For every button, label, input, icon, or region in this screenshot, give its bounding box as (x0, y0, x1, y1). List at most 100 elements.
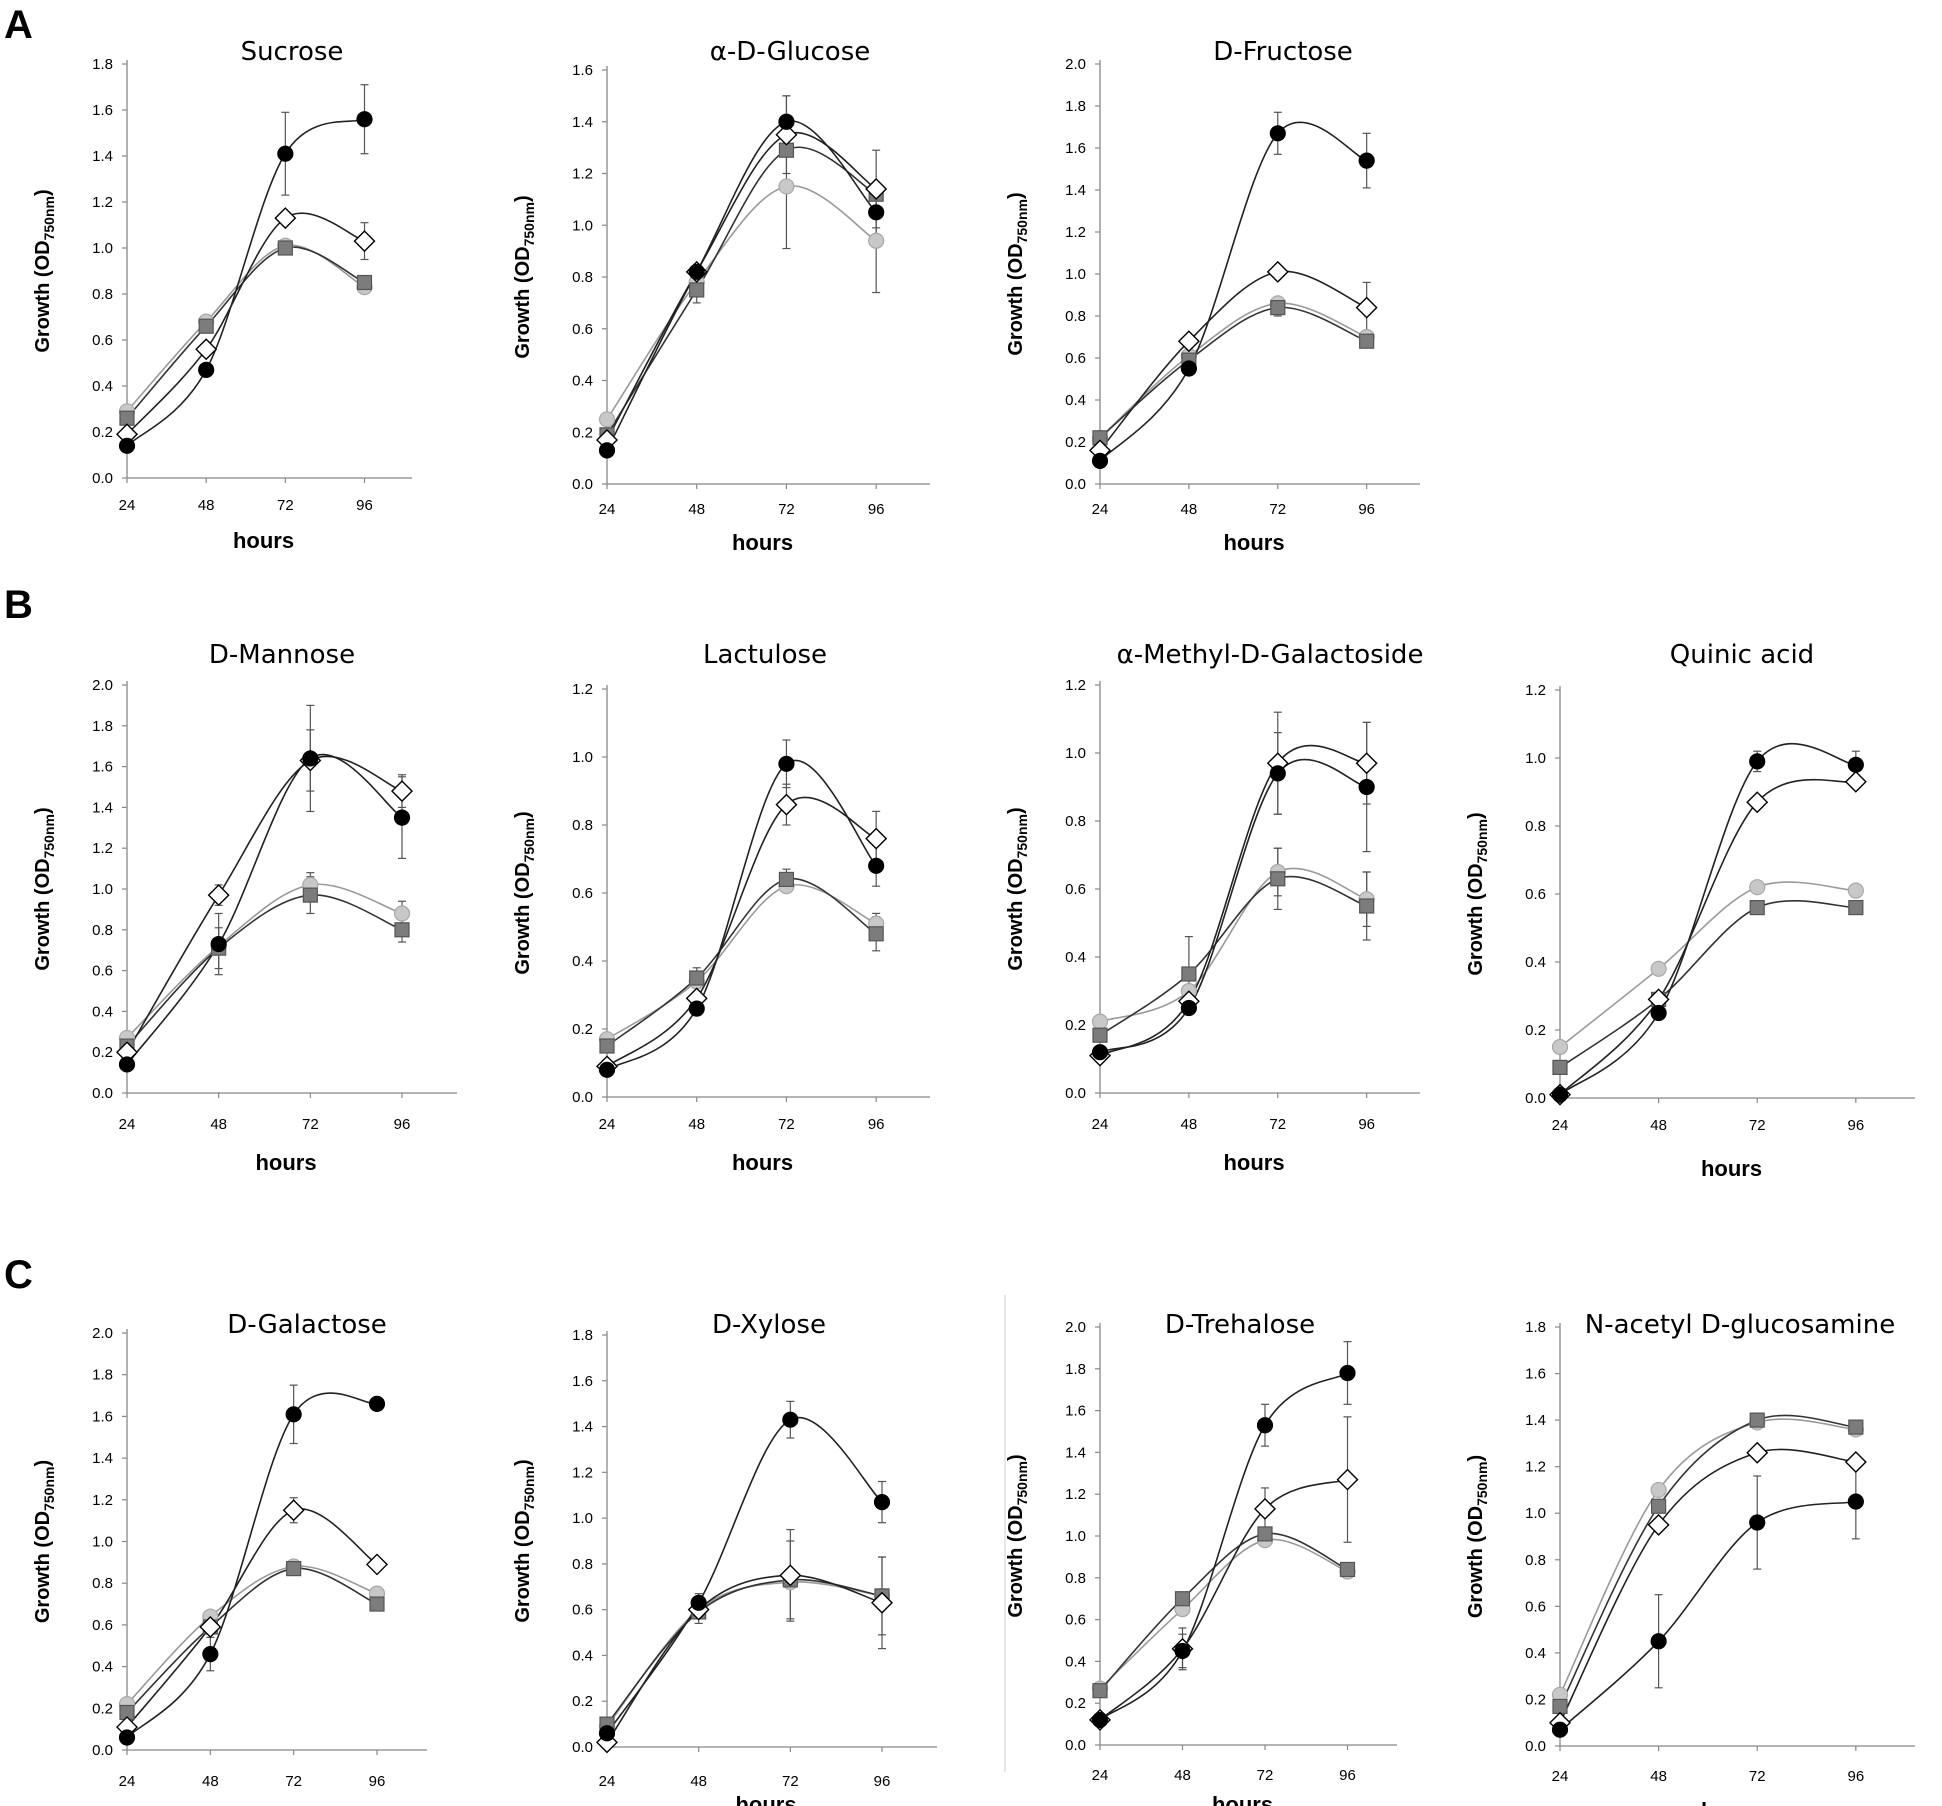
series-line-black-circle (606, 759, 877, 1071)
x-tick-label: 24 (599, 501, 616, 518)
point-gray-circle (778, 178, 795, 195)
panel-label-a: A (4, 3, 33, 47)
series-line-gray-square (1559, 900, 1856, 1069)
y-tick-label: 0.6 (1525, 1598, 1546, 1615)
y-tick-label: 0.8 (92, 922, 113, 939)
y-tick-label: 1.6 (92, 1408, 113, 1425)
y-axis-label: Growth (OD750nm) (1005, 807, 1030, 970)
y-tick-label: 0.2 (1525, 1691, 1546, 1708)
y-tick-label: 1.8 (1065, 1361, 1086, 1378)
y-tick-label: 2.0 (92, 1325, 113, 1342)
y-tick-label: 1.8 (572, 1327, 593, 1344)
x-tick-label: 24 (1092, 501, 1109, 518)
panel-label-c: C (4, 1253, 33, 1297)
x-tick-label: 96 (1847, 1117, 1864, 1134)
point-open-diamond (353, 230, 376, 253)
y-axis-label-subscript: 750nm (1014, 1461, 1030, 1505)
point-black-circle (1650, 1633, 1667, 1650)
series-line-black-circle (126, 118, 365, 447)
point-open-diamond (775, 793, 798, 816)
point-black-circle (210, 935, 227, 953)
y-axis-label-main: Growth (OD (1005, 1505, 1027, 1617)
series-line-black-circle (126, 1392, 378, 1739)
y-axis-label-subscript: 750nm (521, 202, 537, 246)
point-open-diamond (779, 1564, 802, 1587)
y-tick-label: 0.2 (1065, 1695, 1086, 1712)
point-black-circle (118, 1056, 136, 1073)
y-tick-label: 1.0 (92, 240, 113, 257)
y-tick-label: 1.6 (1525, 1366, 1546, 1383)
point-black-circle (1091, 1044, 1109, 1061)
point-gray-square (277, 240, 293, 256)
point-open-diamond (865, 178, 888, 201)
y-tick-label: 0.8 (92, 286, 113, 303)
y-tick-label: 0.6 (92, 1617, 113, 1634)
y-tick-label: 0.0 (92, 1742, 113, 1759)
point-black-circle (302, 750, 319, 767)
y-tick-label: 1.4 (1065, 1444, 1086, 1461)
y-axis-label: Growth (OD750nm) (1005, 1454, 1030, 1617)
y-tick-label: 0.8 (572, 269, 593, 286)
y-axis-label-main: Growth (OD (1465, 1506, 1487, 1618)
chart-title: Lactulose (703, 640, 827, 670)
y-axis-label-close: ) (32, 807, 54, 814)
point-gray-square (369, 1596, 385, 1612)
point-black-circle (598, 1061, 616, 1078)
y-tick-label: 1.2 (92, 1492, 113, 1509)
y-tick-label: 0.2 (572, 1021, 593, 1038)
point-open-diamond (1266, 260, 1289, 283)
y-tick-label: 0.4 (1065, 392, 1086, 409)
point-open-diamond (1336, 1468, 1359, 1491)
point-open-diamond (775, 123, 798, 146)
x-tick-label: 48 (1174, 1767, 1191, 1784)
series-line-black-circle (1099, 758, 1367, 1053)
point-black-circle (1269, 125, 1286, 142)
y-axis-label-subscript: 750nm (41, 1467, 57, 1511)
y-tick-label: 2.0 (1065, 1319, 1086, 1336)
point-gray-square (1848, 1419, 1864, 1435)
point-black-circle (118, 1729, 136, 1746)
x-tick-label: 96 (356, 497, 373, 514)
point-gray-square (1552, 1698, 1568, 1715)
y-tick-label: 1.8 (92, 718, 113, 735)
x-tick-label: 72 (1269, 501, 1286, 518)
point-gray-square (1359, 333, 1375, 349)
series-line-gray-square (1099, 306, 1367, 439)
y-axis-label: Growth (OD750nm) (32, 189, 57, 352)
y-axis-label-close: ) (512, 195, 534, 202)
y-axis-label-main: Growth (OD (1005, 858, 1027, 970)
y-tick-label: 0.0 (1525, 1090, 1546, 1107)
point-black-circle (356, 111, 373, 128)
y-tick-label: 1.4 (1065, 182, 1086, 199)
y-tick-label: 0.8 (572, 1556, 593, 1573)
y-tick-label: 0.6 (1065, 881, 1086, 898)
y-tick-label: 1.0 (92, 881, 113, 898)
x-tick-label: 24 (599, 1116, 616, 1133)
point-gray-square (1651, 1498, 1667, 1514)
y-tick-label: 1.2 (1525, 1459, 1546, 1476)
y-tick-label: 0.8 (1065, 308, 1086, 325)
y-tick-label: 0.6 (572, 885, 593, 902)
point-black-circle (1749, 1514, 1766, 1531)
point-open-diamond (1844, 770, 1867, 793)
series-line-gray-circle (1559, 1418, 1856, 1696)
y-tick-label: 1.6 (1065, 140, 1086, 157)
point-gray-square (1092, 1027, 1108, 1043)
series-line-open-diamond (126, 755, 403, 1053)
y-tick-label: 0.0 (572, 476, 593, 493)
point-black-circle (277, 145, 294, 162)
y-axis-label-close: ) (1005, 807, 1027, 814)
point-gray-square (1270, 300, 1286, 316)
x-axis-label: hours (735, 1792, 796, 1806)
y-tick-label: 0.6 (1065, 350, 1086, 367)
series-line-black-circle (1099, 1372, 1348, 1721)
y-tick-label: 1.0 (1525, 750, 1546, 767)
x-axis-label: hours (255, 1150, 316, 1175)
series-line-gray-square (126, 894, 403, 1047)
x-tick-label: 72 (1269, 1116, 1286, 1133)
x-tick-label: 72 (277, 497, 294, 514)
y-axis-label: Growth (OD750nm) (512, 195, 537, 358)
x-axis-label: hours (1223, 530, 1284, 555)
point-black-circle (1269, 765, 1286, 782)
point-black-circle (118, 437, 136, 454)
